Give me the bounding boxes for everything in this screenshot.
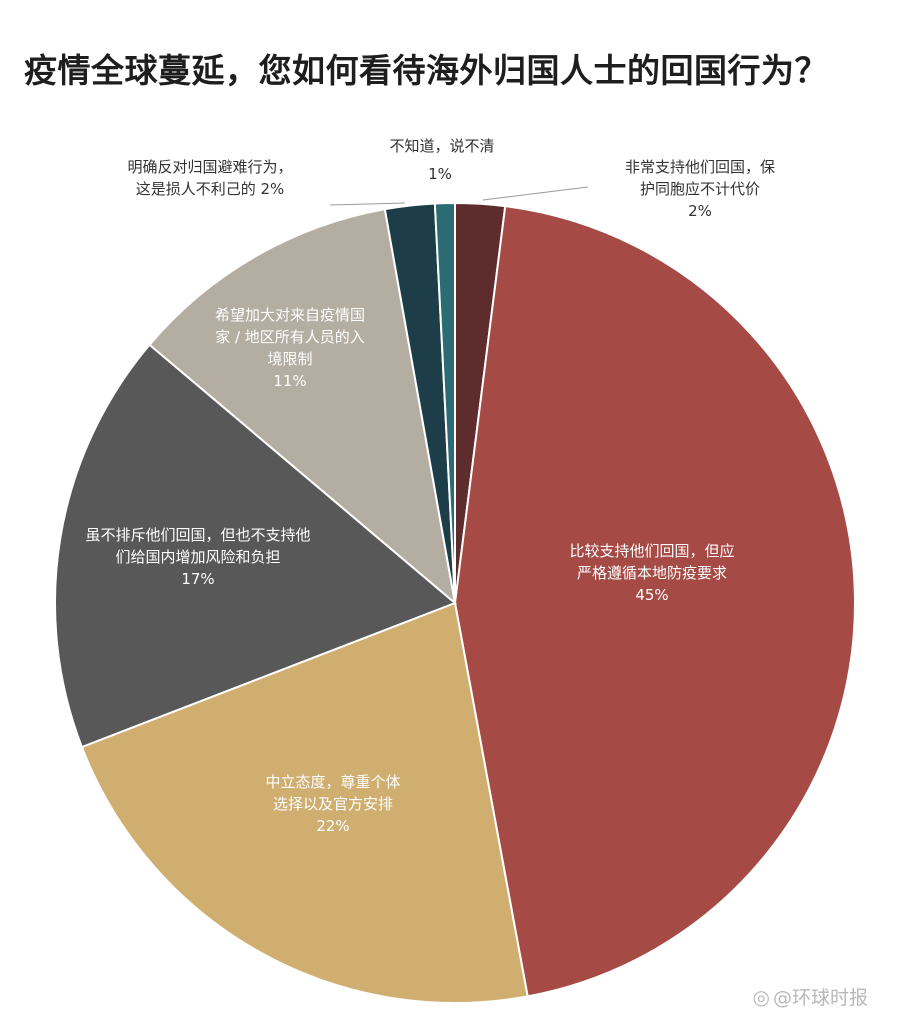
pie-slice-6 <box>433 201 456 604</box>
pie-slices <box>53 201 856 1004</box>
leader-line-5 <box>329 202 406 206</box>
pie-slice-2 <box>80 601 529 1004</box>
slice-value-label-1: 45% <box>635 586 668 604</box>
pie-slice-3 <box>53 343 457 749</box>
watermark-text: @环球时报 <box>772 987 868 1009</box>
slice-value-label-0: 2% <box>688 202 712 220</box>
leader-line-0 <box>482 186 589 201</box>
slice-label-5-line-0: 明确反对归国避难行为， <box>127 158 292 176</box>
leader-lines <box>329 186 589 206</box>
slice-label-2-line-1: 选择以及官方安排 <box>273 795 393 813</box>
watermark: ◎ @环球时报 <box>753 983 868 1010</box>
slice-label-5-line-1: 这是损人不利己的 2% <box>136 180 285 198</box>
slice-label-3-line-0: 虽不排斥他们回国，但也不支持他 <box>85 526 310 544</box>
slice-value-label-2: 22% <box>316 817 349 835</box>
slice-value-label-6: 1% <box>428 165 452 183</box>
slice-label-2-line-0: 中立态度，尊重个体 <box>265 773 400 791</box>
slice-label-4-line-2: 境限制 <box>267 350 312 368</box>
slice-value-label-4: 11% <box>273 372 306 390</box>
slice-label-4-line-0: 希望加大对来自疫情国 <box>215 306 365 324</box>
pie-slice-1 <box>453 205 856 998</box>
slice-label-1-line-1: 严格遵循本地防疫要求 <box>577 564 727 582</box>
slice-label-3-line-1: 们给国内增加风险和负担 <box>115 548 280 566</box>
pie-slice-4 <box>148 208 457 606</box>
slice-label-0-line-0: 非常支持他们回国，保 <box>625 158 775 176</box>
weibo-icon: ◎ <box>752 985 770 1009</box>
slice-label-1-line-0: 比较支持他们回国，但应 <box>569 542 734 560</box>
slice-label-4-line-1: 家 / 地区所有人员的入 <box>215 328 365 346</box>
chart-title: 疫情全球蔓延，您如何看待海外归国人士的回国行为？ <box>24 51 828 90</box>
slice-value-label-3: 17% <box>181 570 214 588</box>
slice-label-0-line-1: 护同胞应不计代价 <box>640 180 760 198</box>
slice-label-6-line-0: 不知道，说不清 <box>389 137 494 155</box>
